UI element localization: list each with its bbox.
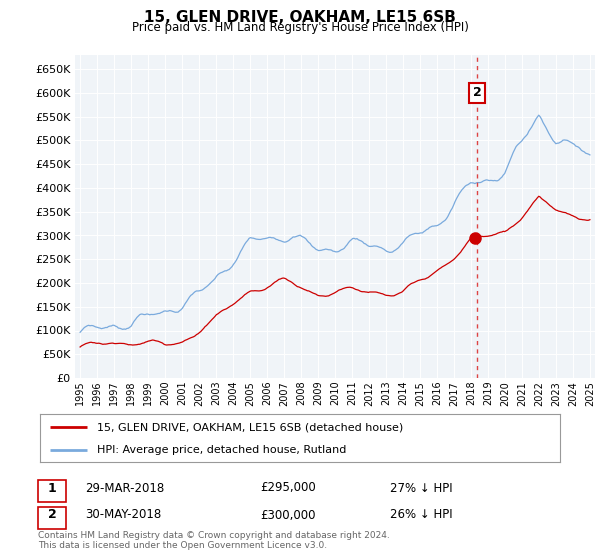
Text: 2: 2 xyxy=(47,508,56,521)
Text: HPI: Average price, detached house, Rutland: HPI: Average price, detached house, Rutl… xyxy=(97,445,347,455)
Text: 15, GLEN DRIVE, OAKHAM, LE15 6SB: 15, GLEN DRIVE, OAKHAM, LE15 6SB xyxy=(144,10,456,25)
Text: 15, GLEN DRIVE, OAKHAM, LE15 6SB (detached house): 15, GLEN DRIVE, OAKHAM, LE15 6SB (detach… xyxy=(97,422,403,432)
Text: £300,000: £300,000 xyxy=(260,508,316,521)
Text: 29-MAR-2018: 29-MAR-2018 xyxy=(85,482,164,494)
Text: £295,000: £295,000 xyxy=(260,482,316,494)
Text: 30-MAY-2018: 30-MAY-2018 xyxy=(85,508,161,521)
Text: Contains HM Land Registry data © Crown copyright and database right 2024.
This d: Contains HM Land Registry data © Crown c… xyxy=(38,531,390,550)
Text: 27% ↓ HPI: 27% ↓ HPI xyxy=(390,482,452,494)
Text: 2: 2 xyxy=(473,86,482,100)
Text: Price paid vs. HM Land Registry's House Price Index (HPI): Price paid vs. HM Land Registry's House … xyxy=(131,21,469,34)
Text: 1: 1 xyxy=(47,482,56,494)
Text: 26% ↓ HPI: 26% ↓ HPI xyxy=(390,508,452,521)
